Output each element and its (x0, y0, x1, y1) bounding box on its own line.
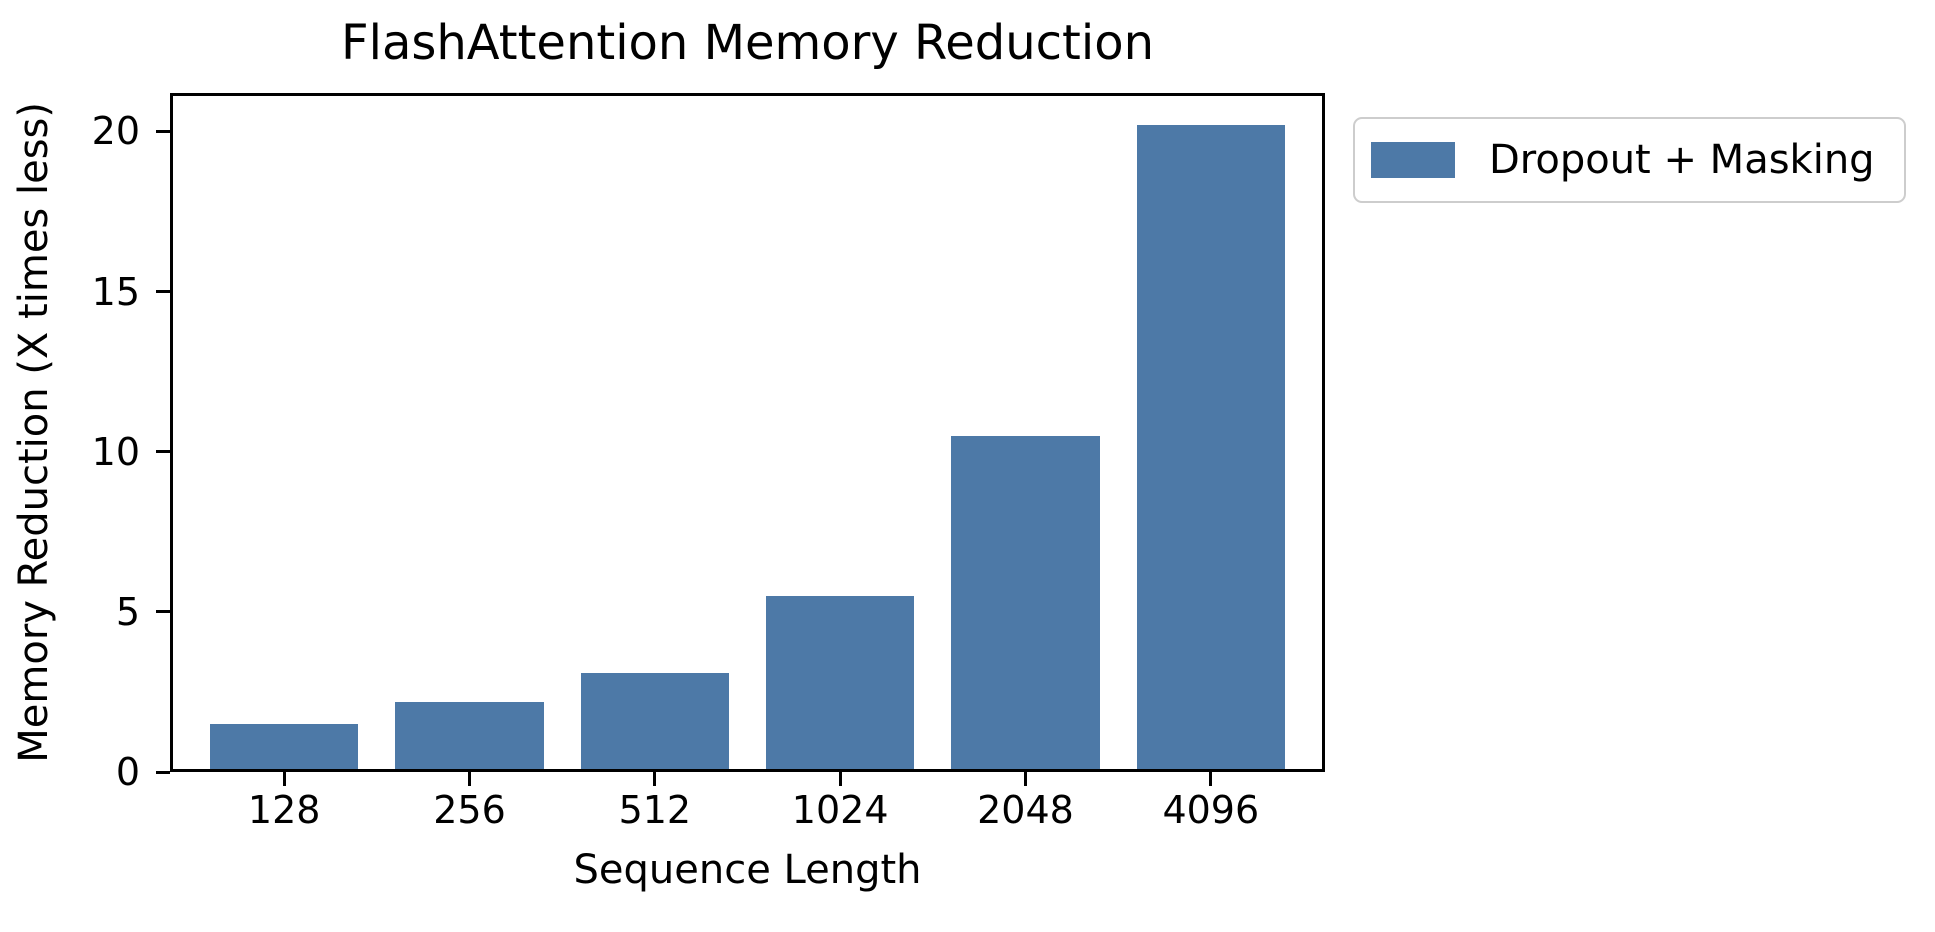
x-tick-label-256: 256 (433, 788, 506, 832)
y-tick-mark-5 (156, 610, 170, 614)
bar-128 (210, 723, 359, 769)
bar-512 (580, 672, 729, 769)
y-tick-mark-10 (156, 450, 170, 454)
y-tick-label-10: 10 (91, 429, 140, 474)
x-tick-label-512: 512 (618, 788, 692, 832)
plot-area (156, 93, 1325, 786)
x-tick-mark-512 (653, 772, 657, 786)
x-tick-label-2048: 2048 (977, 788, 1074, 832)
chart-title: FlashAttention Memory Reduction (341, 15, 1154, 71)
bar-256 (395, 701, 544, 769)
y-tick-label-15: 15 (91, 269, 140, 314)
bar-2048 (951, 435, 1100, 769)
x-tick-mark-256 (468, 772, 472, 786)
x-axis-label: Sequence Length (573, 847, 922, 893)
x-tick-mark-1024 (838, 772, 842, 786)
legend-label-dropout-masking: Dropout + Masking (1489, 137, 1875, 183)
bar-1024 (766, 595, 915, 769)
y-tick-mark-20 (156, 129, 170, 133)
legend: Dropout + Masking (1353, 117, 1906, 203)
x-tick-label-4096: 4096 (1162, 788, 1260, 832)
x-tick-mark-4096 (1209, 772, 1213, 786)
y-tick-label-0: 0 (115, 750, 140, 794)
y-tick-label-20: 20 (91, 109, 140, 154)
x-tick-mark-128 (282, 772, 286, 786)
x-tick-mark-2048 (1023, 772, 1027, 786)
legend-swatch-dropout-masking (1371, 142, 1455, 178)
y-tick-mark-15 (156, 290, 170, 294)
bar-4096 (1136, 125, 1285, 769)
x-tick-label-128: 128 (247, 788, 321, 832)
y-tick-label-5: 5 (115, 589, 140, 634)
y-tick-mark-0 (156, 770, 170, 774)
x-tick-label-1024: 1024 (791, 788, 889, 832)
